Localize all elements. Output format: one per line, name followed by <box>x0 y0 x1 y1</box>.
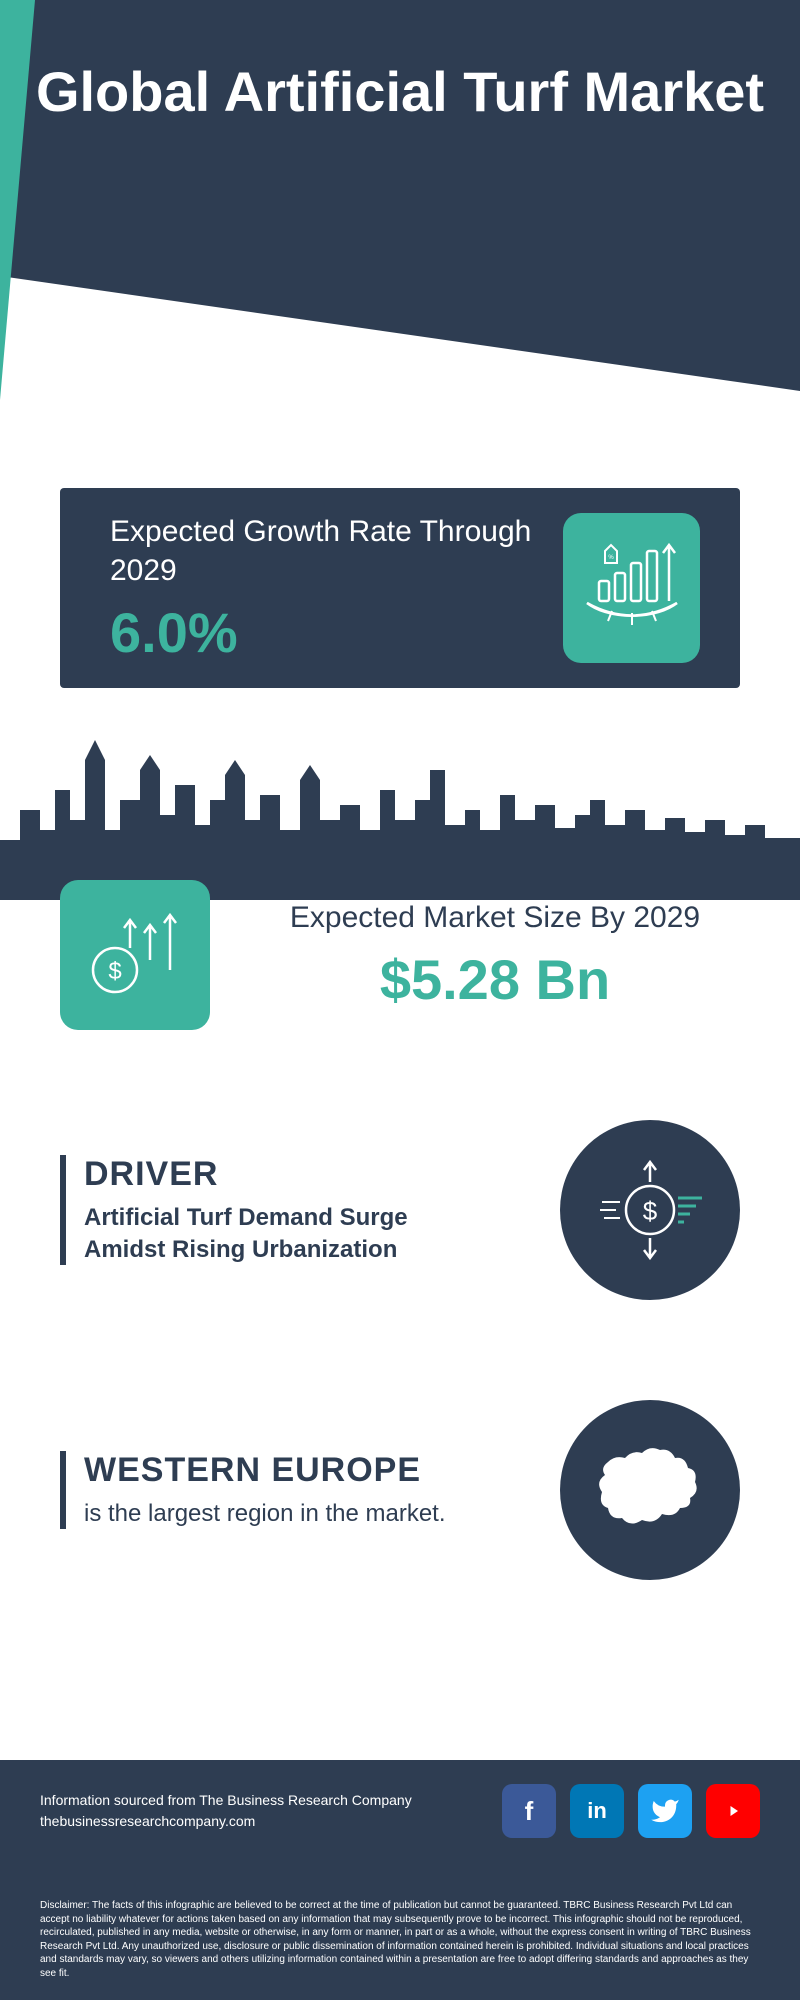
region-body: is the largest region in the market. <box>84 1498 446 1529</box>
growth-text-block: Expected Growth Rate Through 2029 6.0% <box>110 512 563 665</box>
growth-chart-icon: % <box>563 513 700 663</box>
page-title: Global Artificial Turf Market <box>0 60 800 124</box>
growth-value: 6.0% <box>110 600 563 665</box>
region-section: WESTERN EUROPE is the largest region in … <box>60 1400 740 1580</box>
region-text-block: WESTERN EUROPE is the largest region in … <box>60 1451 446 1529</box>
footer: Information sourced from The Business Re… <box>0 1760 800 2000</box>
driver-body: Artificial Turf Demand Surge Amidst Risi… <box>84 1202 480 1264</box>
market-size-value: $5.28 Bn <box>250 947 740 1012</box>
twitter-icon[interactable] <box>638 1784 692 1838</box>
svg-text:$: $ <box>643 1196 658 1226</box>
driver-heading: DRIVER <box>84 1155 480 1194</box>
svg-text:$: $ <box>108 958 121 985</box>
region-map-icon <box>560 1400 740 1580</box>
growth-rate-card: Expected Growth Rate Through 2029 6.0% % <box>60 488 740 688</box>
growth-label: Expected Growth Rate Through 2029 <box>110 512 563 590</box>
market-size-label: Expected Market Size By 2029 <box>250 898 740 937</box>
market-size-card: $ Expected Market Size By 2029 $5.28 Bn <box>60 880 740 1030</box>
svg-text:%: % <box>608 555 614 561</box>
city-skyline-silhouette <box>0 700 800 900</box>
market-size-icon: $ <box>60 880 210 1030</box>
disclaimer-text: Disclaimer: The facts of this infographi… <box>40 1899 760 1980</box>
region-heading: WESTERN EUROPE <box>84 1451 446 1490</box>
market-size-text-block: Expected Market Size By 2029 $5.28 Bn <box>250 898 740 1012</box>
facebook-icon[interactable]: f <box>502 1784 556 1838</box>
driver-text-block: DRIVER Artificial Turf Demand Surge Amid… <box>60 1155 480 1264</box>
linkedin-icon[interactable]: in <box>570 1784 624 1838</box>
driver-section: DRIVER Artificial Turf Demand Surge Amid… <box>60 1120 740 1300</box>
youtube-icon[interactable] <box>706 1784 760 1838</box>
social-row: f in <box>502 1784 760 1838</box>
driver-circle-icon: $ <box>560 1120 740 1300</box>
